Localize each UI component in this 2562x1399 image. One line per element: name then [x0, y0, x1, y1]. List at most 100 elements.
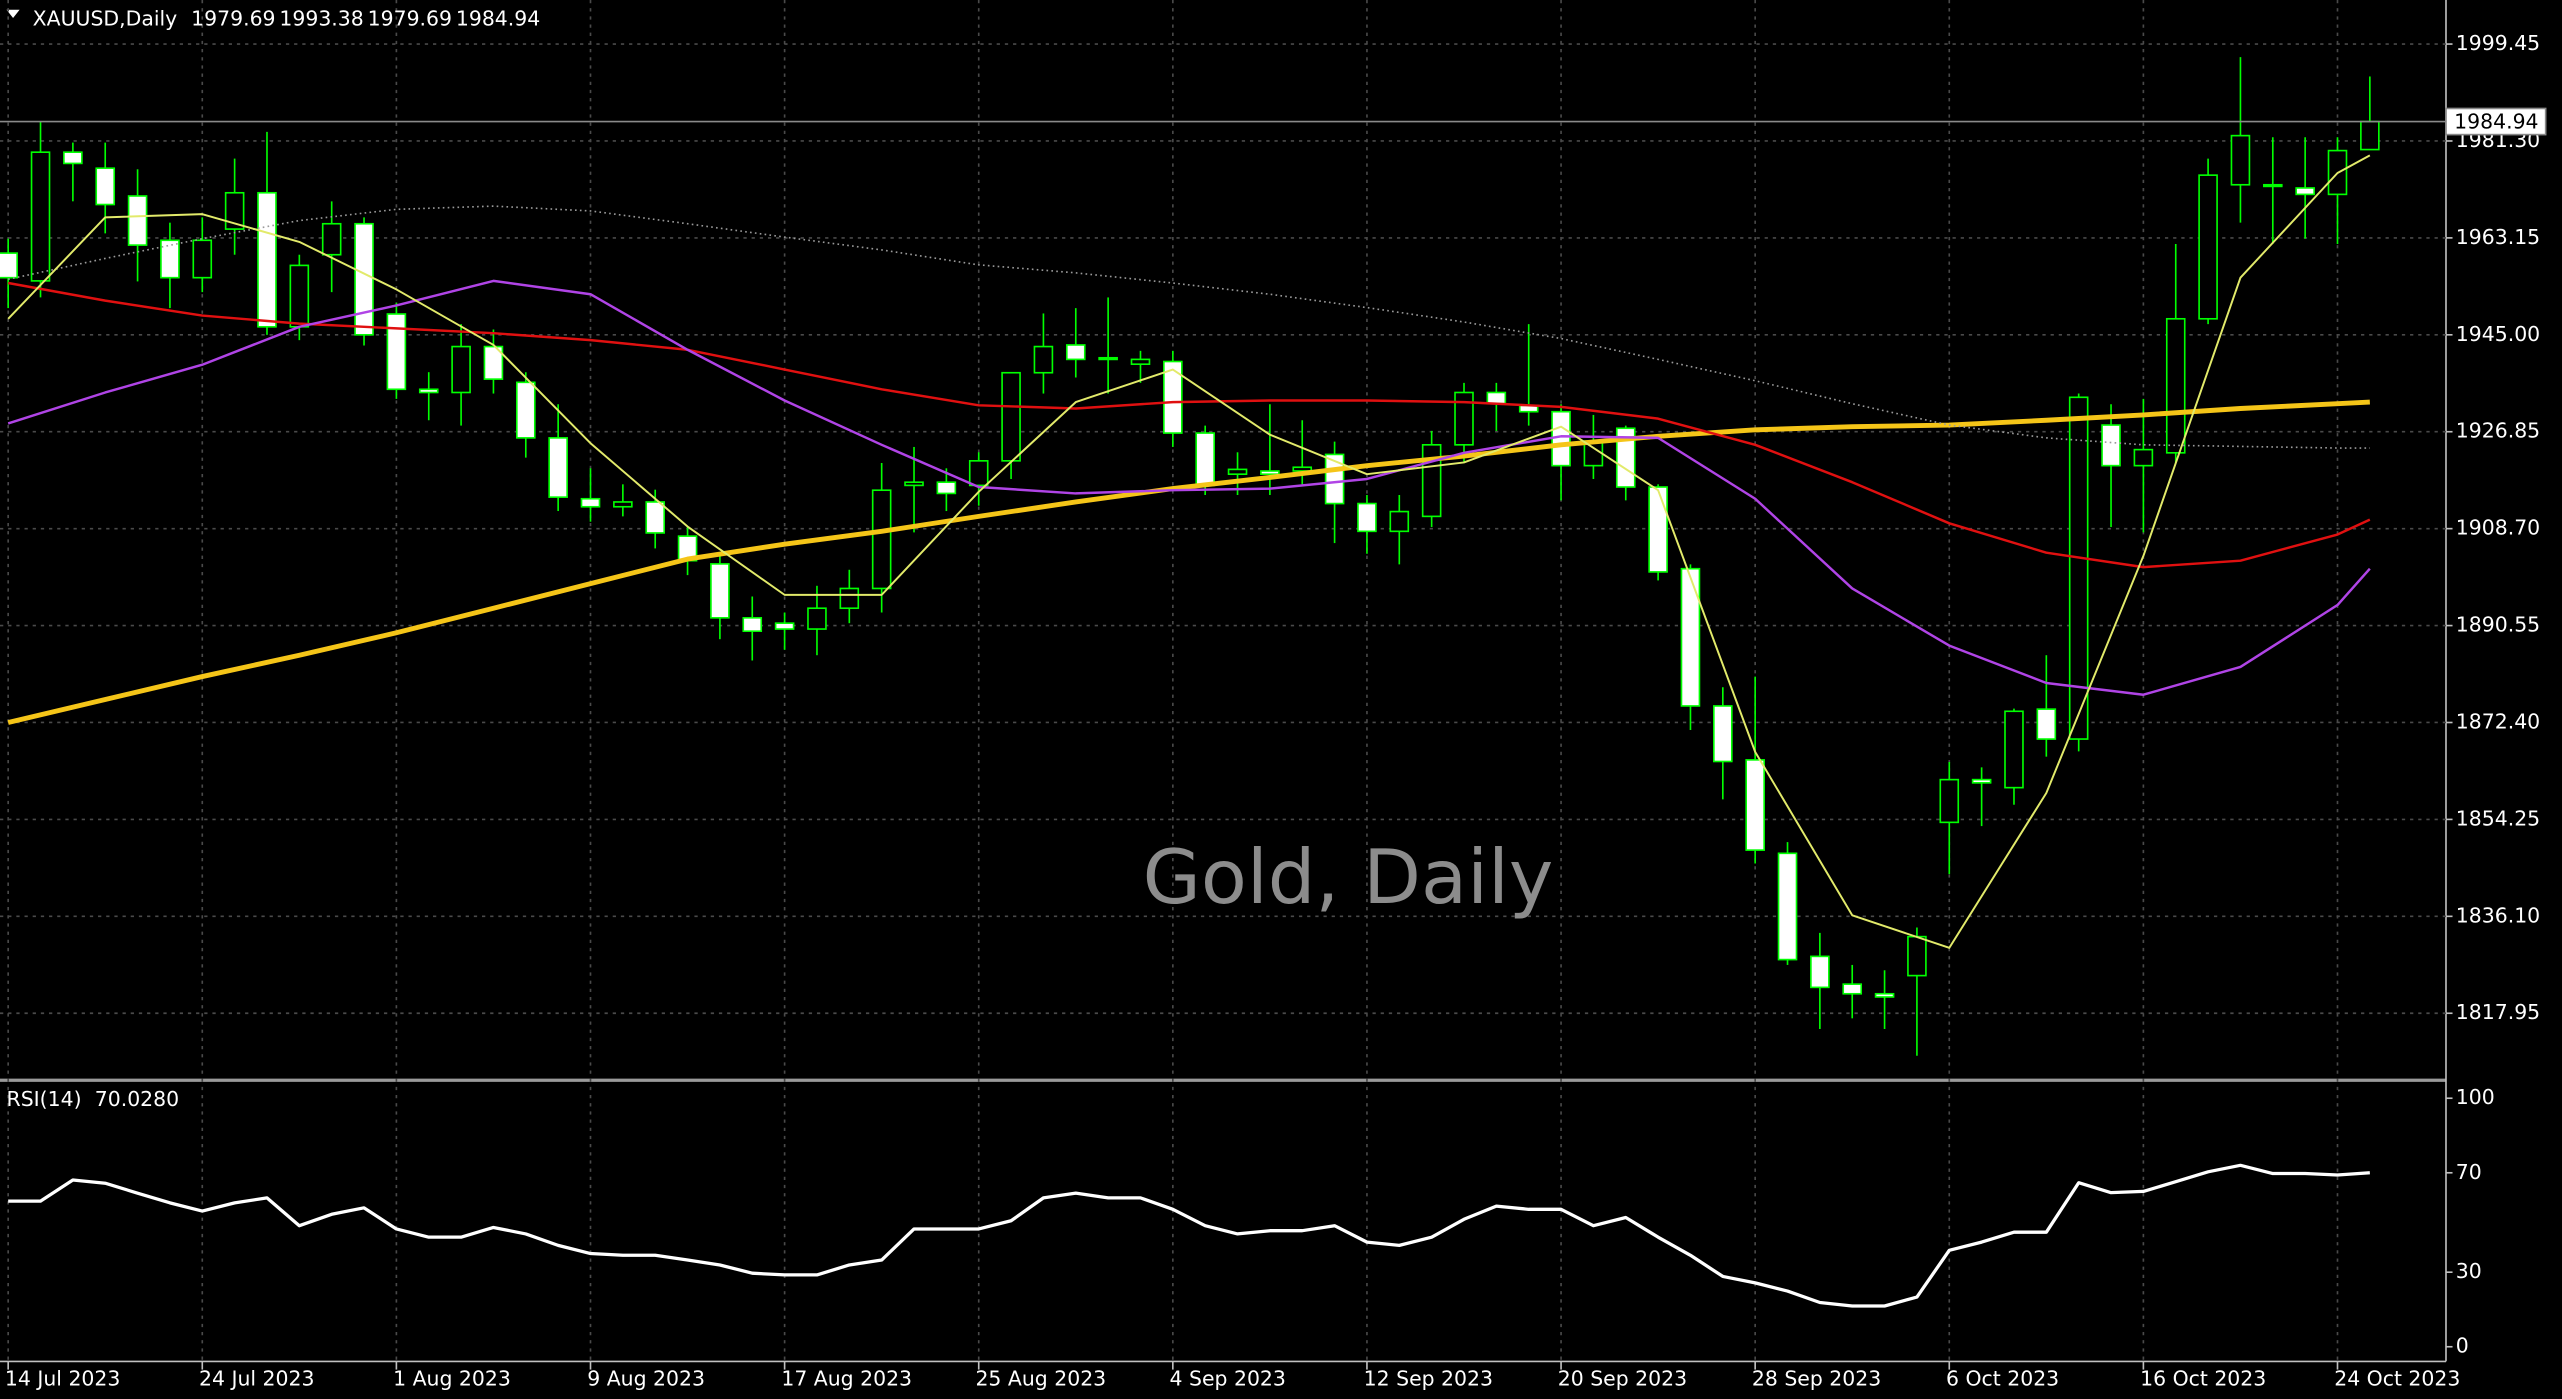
candle-body: [2133, 448, 2154, 467]
candle-body: [2165, 317, 2186, 454]
candle-body: [2068, 396, 2089, 740]
candle-body: [1551, 410, 1571, 467]
candle-body: [1874, 992, 1895, 998]
candle-body: [1971, 778, 1992, 784]
candle-body: [1486, 391, 1507, 405]
candle-body: [839, 587, 860, 610]
candle-body: [515, 381, 536, 439]
y-tick-label: 1908.70: [2456, 516, 2540, 540]
candle-body: [1001, 371, 1021, 462]
y-tick-label: 1945.00: [2456, 322, 2540, 346]
y-tick-label: 1890.55: [2456, 613, 2540, 637]
candle-body: [95, 167, 116, 206]
candle-body: [1648, 486, 1668, 573]
candle-body: [2101, 424, 2121, 467]
candle-body: [807, 607, 827, 630]
candle-body: [1745, 759, 1765, 851]
candle-body: [1842, 983, 1863, 995]
candle-body: [1907, 935, 1927, 977]
y-tick-label: 70: [2456, 1160, 2482, 1184]
candle-body: [1777, 852, 1798, 961]
candle-body: [645, 501, 666, 534]
x-tick-label: 16 Oct 2023: [2140, 1366, 2266, 1390]
y-tick-label: 1872.40: [2456, 709, 2540, 733]
candle-body: [1421, 443, 1442, 518]
candle-body: [1260, 470, 1280, 476]
candle-body: [321, 222, 342, 256]
candle-body: [1292, 466, 1313, 472]
x-tick-label: 12 Sep 2023: [1364, 1366, 1493, 1390]
candle-body: [580, 497, 601, 508]
x-tick-label: 25 Aug 2023: [975, 1366, 1106, 1390]
candle-body: [710, 563, 730, 619]
x-tick-label: 1 Aug 2023: [393, 1366, 511, 1390]
x-tick-label: 24 Oct 2023: [2334, 1366, 2460, 1390]
candle-body: [1098, 356, 1118, 361]
candle-body: [2360, 120, 2380, 151]
candle-body: [160, 239, 180, 279]
candle-body: [483, 345, 504, 380]
y-tick-label: 30: [2456, 1259, 2482, 1283]
candle-body: [0, 252, 18, 279]
candle-body: [1357, 502, 1377, 533]
candle-body: [418, 388, 439, 394]
x-tick-label: 14 Jul 2023: [5, 1366, 120, 1390]
candle-body: [1227, 468, 1248, 476]
candle-body: [904, 481, 924, 487]
candle-body: [1680, 567, 1701, 707]
candle-body: [1389, 510, 1410, 533]
y-tick-label: 1836.10: [2456, 903, 2540, 927]
x-tick-label: 17 Aug 2023: [781, 1366, 912, 1390]
y-tick-label: 100: [2456, 1085, 2495, 1109]
price-label-box: [2445, 107, 2547, 136]
x-tick-label: 4 Sep 2023: [1170, 1366, 1286, 1390]
candle-body: [2198, 174, 2218, 320]
candle-body: [774, 622, 795, 630]
menu-arrow: [6, 9, 20, 18]
y-tick-label: 1817.95: [2456, 1000, 2540, 1024]
candle-body: [1065, 344, 1086, 361]
candle-body: [127, 195, 148, 246]
candle-body: [742, 617, 763, 632]
candle-body: [1195, 432, 1215, 487]
candle-body: [451, 345, 471, 394]
candle-body: [2295, 187, 2315, 196]
price-label: 1984.94: [2454, 109, 2538, 133]
candle-body: [936, 481, 957, 495]
candle-body: [1033, 345, 1054, 374]
candle-body: [257, 191, 277, 328]
candle-body: [2036, 708, 2057, 740]
moving-average: [7, 399, 2370, 725]
candle-body: [2004, 710, 2024, 789]
candle-body: [224, 191, 245, 230]
candle-body: [30, 151, 51, 282]
x-tick-label: 20 Sep 2023: [1558, 1366, 1687, 1390]
chart-title: XAUUSD,Daily: [33, 7, 178, 31]
header-low: 1979.69: [368, 7, 452, 31]
x-tick-label: 24 Jul 2023: [199, 1366, 314, 1390]
moving-average: [7, 279, 2371, 696]
x-tick-label: 28 Sep 2023: [1752, 1366, 1881, 1390]
candle-body: [1713, 705, 1733, 763]
candle-body: [1939, 778, 1960, 824]
candle-body: [968, 460, 989, 487]
indicator-title: RSI(14): [7, 1087, 82, 1111]
y-tick-label: 1854.25: [2456, 806, 2540, 830]
y-tick-label: 1963.15: [2456, 225, 2540, 249]
candle-body: [63, 151, 83, 165]
indicator-value: 70.0280: [95, 1087, 179, 1111]
candle-body: [386, 313, 407, 391]
header-close: 1984.94: [456, 7, 540, 31]
x-tick-label: 6 Oct 2023: [1946, 1366, 2059, 1390]
y-tick-label: 1926.85: [2456, 419, 2540, 443]
candle-body: [613, 501, 633, 508]
y-tick-label: 0: [2456, 1334, 2469, 1358]
candle-body: [2230, 134, 2251, 186]
candle-body: [1163, 360, 1183, 434]
x-tick-label: 9 Aug 2023: [587, 1366, 705, 1390]
y-tick-label: 1999.45: [2456, 31, 2540, 55]
rsi-line: [8, 1163, 2370, 1308]
